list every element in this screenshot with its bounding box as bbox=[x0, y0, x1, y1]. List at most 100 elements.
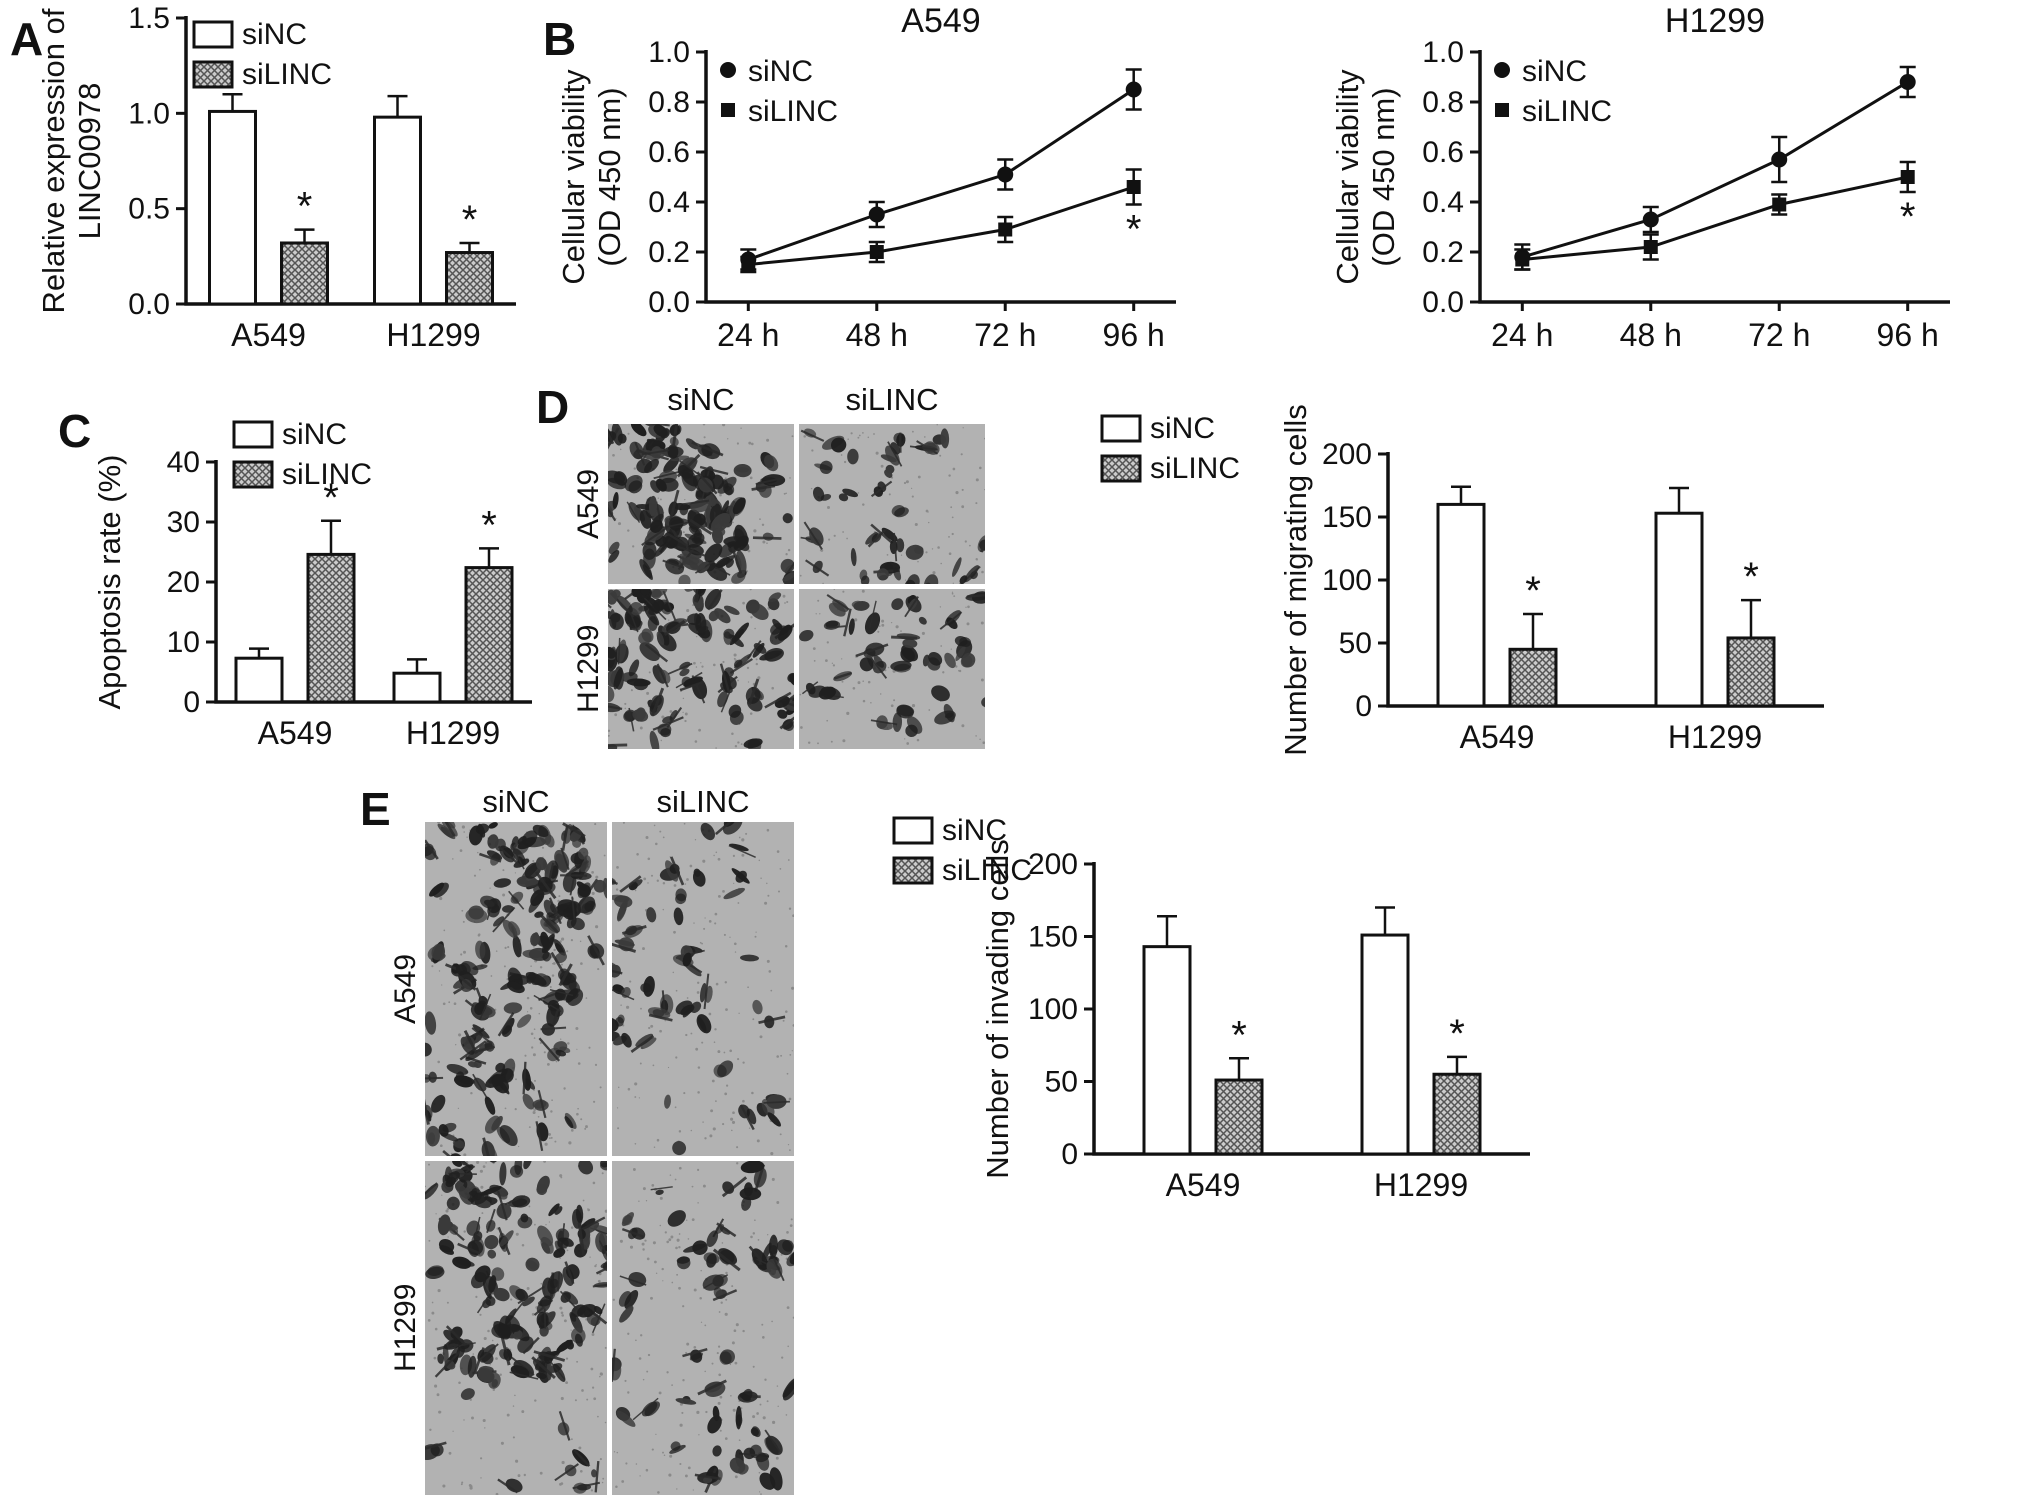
svg-text:*: * bbox=[1231, 1013, 1247, 1057]
panel-label-e: E bbox=[360, 783, 391, 835]
line-chart-viability-h1299: 0.0 0.2 0.4 0.6 0.8 1.0 Cellular viability (OD … bbox=[1330, 2, 1950, 353]
panel-label-b: B bbox=[543, 13, 577, 65]
svg-text:96 h: 96 h bbox=[1103, 317, 1165, 353]
svg-text:10: 10 bbox=[167, 626, 200, 659]
svg-text:1.0: 1.0 bbox=[1422, 36, 1464, 69]
panel-label-a: A bbox=[10, 13, 44, 65]
svg-text:LINC00978: LINC00978 bbox=[72, 83, 107, 240]
svg-text:30: 30 bbox=[167, 506, 200, 539]
svg-text:Cellular viability: Cellular viability bbox=[556, 69, 591, 285]
micrograph-migration-a549-sinc bbox=[608, 424, 794, 584]
svg-text:*: * bbox=[1743, 555, 1759, 599]
svg-text:siNC: siNC bbox=[1150, 412, 1215, 445]
svg-text:*: * bbox=[1449, 1012, 1465, 1056]
bar-chart-relative-expression: 0.0 0.5 1.0 1.5 Relative expression of LINC00… bbox=[36, 4, 516, 353]
svg-text:0.0: 0.0 bbox=[1422, 286, 1464, 319]
micrograph-column-label-sinc-invasion: siNC bbox=[482, 784, 550, 819]
svg-text:siLINC: siLINC bbox=[242, 58, 332, 91]
svg-text:0: 0 bbox=[183, 686, 200, 719]
svg-text:siLINC: siLINC bbox=[1522, 95, 1612, 128]
micrograph-row-label-a549-invasion: A549 bbox=[389, 953, 422, 1025]
svg-text:50: 50 bbox=[1339, 627, 1372, 660]
svg-text:A549: A549 bbox=[1460, 719, 1535, 755]
svg-text:0.6: 0.6 bbox=[648, 136, 690, 169]
svg-text:H1299: H1299 bbox=[1374, 1167, 1468, 1203]
svg-text:siLINC: siLINC bbox=[282, 458, 372, 491]
micrograph-migration-h1299-sinc bbox=[608, 589, 794, 749]
svg-text:0.0: 0.0 bbox=[648, 286, 690, 319]
svg-text:50: 50 bbox=[1045, 1066, 1078, 1099]
svg-text:100: 100 bbox=[1028, 993, 1078, 1026]
svg-text:A549: A549 bbox=[231, 317, 306, 353]
svg-text:0.5: 0.5 bbox=[128, 193, 170, 226]
svg-text:A549: A549 bbox=[1166, 1167, 1241, 1203]
svg-text:A549: A549 bbox=[258, 715, 333, 751]
svg-text:*: * bbox=[1525, 569, 1541, 613]
svg-text:100: 100 bbox=[1322, 564, 1372, 597]
svg-text:48 h: 48 h bbox=[1620, 317, 1682, 353]
svg-text:1.5: 1.5 bbox=[128, 4, 170, 35]
svg-text:Number of migrating cells: Number of migrating cells bbox=[1278, 404, 1313, 755]
svg-text:0.6: 0.6 bbox=[1422, 136, 1464, 169]
micrograph-row-label-a549-migration: A549 bbox=[572, 468, 605, 540]
svg-text:1.0: 1.0 bbox=[128, 97, 170, 130]
svg-text:150: 150 bbox=[1028, 921, 1078, 954]
micrograph-migration-h1299-silinc bbox=[799, 589, 985, 749]
micrograph-row-label-h1299-migration: H1299 bbox=[572, 624, 605, 714]
svg-text:40: 40 bbox=[167, 446, 200, 479]
svg-text:*: * bbox=[297, 185, 313, 229]
svg-text:(OD 450 nm): (OD 450 nm) bbox=[592, 87, 627, 266]
svg-text:*: * bbox=[1126, 208, 1142, 252]
bar-chart-invading-cells: 0 50 100 150 200 Number of invading cells A549… bbox=[892, 814, 1530, 1203]
svg-text:*: * bbox=[323, 476, 339, 520]
panel-label-c: C bbox=[58, 405, 92, 457]
svg-text:A549: A549 bbox=[901, 2, 980, 40]
svg-text:0.4: 0.4 bbox=[648, 186, 690, 219]
svg-text:200: 200 bbox=[1322, 438, 1372, 471]
svg-text:150: 150 bbox=[1322, 501, 1372, 534]
svg-text:Relative expression of: Relative expression of bbox=[36, 8, 71, 313]
svg-text:20: 20 bbox=[167, 566, 200, 599]
svg-text:0.2: 0.2 bbox=[648, 236, 690, 269]
svg-text:24 h: 24 h bbox=[717, 317, 779, 353]
svg-text:Number of invading cells: Number of invading cells bbox=[980, 839, 1015, 1178]
micrograph-row-label-h1299-invasion: H1299 bbox=[389, 1283, 422, 1373]
svg-text:siNC: siNC bbox=[942, 814, 1007, 847]
svg-text:72 h: 72 h bbox=[974, 317, 1036, 353]
svg-text:200: 200 bbox=[1028, 848, 1078, 881]
svg-text:0.2: 0.2 bbox=[1422, 236, 1464, 269]
svg-text:siNC: siNC bbox=[1522, 55, 1587, 88]
svg-text:siLINC: siLINC bbox=[748, 95, 838, 128]
svg-text:0: 0 bbox=[1355, 690, 1372, 723]
svg-text:24 h: 24 h bbox=[1491, 317, 1553, 353]
svg-text:siLINC: siLINC bbox=[942, 854, 1032, 887]
svg-text:(OD 450 nm): (OD 450 nm) bbox=[1366, 87, 1401, 266]
svg-text:0.8: 0.8 bbox=[1422, 86, 1464, 119]
svg-text:*: * bbox=[481, 503, 497, 547]
svg-text:Apoptosis rate (%): Apoptosis rate (%) bbox=[92, 455, 127, 710]
svg-text:*: * bbox=[462, 198, 478, 242]
svg-text:H1299: H1299 bbox=[386, 317, 480, 353]
micrograph-column-label-sinc-migration: siNC bbox=[667, 382, 735, 417]
svg-text:siNC: siNC bbox=[282, 418, 347, 451]
svg-text:H1299: H1299 bbox=[1668, 719, 1762, 755]
svg-text:Cellular viability: Cellular viability bbox=[1330, 69, 1365, 285]
svg-text:H1299: H1299 bbox=[1665, 2, 1765, 40]
micrograph-invasion-a549-silinc bbox=[612, 822, 794, 1156]
bar-chart-migrating-cells: 0 50 100 150 200 Number of migrating cells A54… bbox=[1100, 404, 1824, 756]
line-chart-viability-a549: 0.0 0.2 0.4 0.6 0.8 1.0 Cellular viability (OD … bbox=[556, 2, 1176, 353]
micrograph-invasion-h1299-silinc bbox=[612, 1161, 794, 1495]
micrograph-column-label-silinc-invasion: siLINC bbox=[656, 784, 750, 819]
micrograph-invasion-a549-sinc bbox=[425, 822, 607, 1156]
svg-text:siNC: siNC bbox=[748, 55, 813, 88]
svg-text:0: 0 bbox=[1061, 1138, 1078, 1171]
svg-text:0.4: 0.4 bbox=[1422, 186, 1464, 219]
svg-text:1.0: 1.0 bbox=[648, 36, 690, 69]
svg-text:0.8: 0.8 bbox=[648, 86, 690, 119]
svg-text:H1299: H1299 bbox=[406, 715, 500, 751]
svg-text:siLINC: siLINC bbox=[1150, 452, 1240, 485]
micrograph-invasion-h1299-sinc bbox=[425, 1161, 607, 1495]
svg-text:*: * bbox=[1900, 195, 1916, 239]
svg-text:96 h: 96 h bbox=[1877, 317, 1939, 353]
